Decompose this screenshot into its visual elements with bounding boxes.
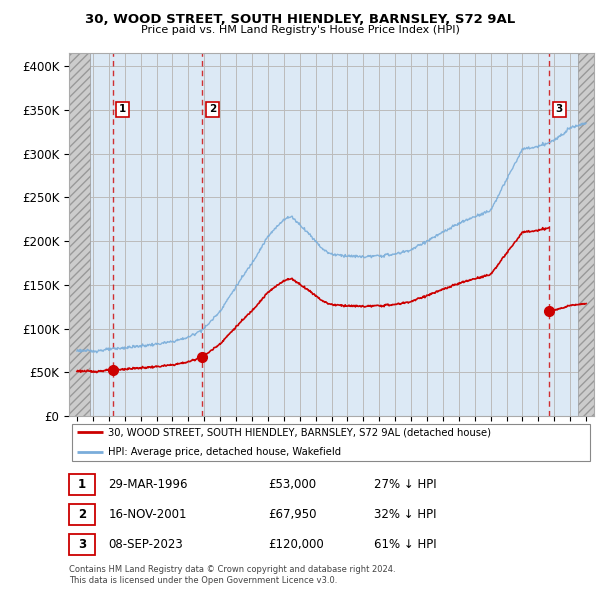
Text: 3: 3 xyxy=(556,104,563,114)
Text: £67,950: £67,950 xyxy=(269,508,317,521)
FancyBboxPatch shape xyxy=(69,474,95,494)
Bar xyxy=(69,53,90,416)
Text: Price paid vs. HM Land Registry's House Price Index (HPI): Price paid vs. HM Land Registry's House … xyxy=(140,25,460,35)
Text: 3: 3 xyxy=(78,538,86,551)
Text: 30, WOOD STREET, SOUTH HIENDLEY, BARNSLEY, S72 9AL: 30, WOOD STREET, SOUTH HIENDLEY, BARNSLE… xyxy=(85,13,515,26)
Bar xyxy=(578,53,594,416)
Text: 30, WOOD STREET, SOUTH HIENDLEY, BARNSLEY, S72 9AL (detached house): 30, WOOD STREET, SOUTH HIENDLEY, BARNSLE… xyxy=(109,427,491,437)
Text: 32% ↓ HPI: 32% ↓ HPI xyxy=(373,508,436,521)
Text: Contains HM Land Registry data © Crown copyright and database right 2024.
This d: Contains HM Land Registry data © Crown c… xyxy=(69,565,395,585)
Text: 61% ↓ HPI: 61% ↓ HPI xyxy=(373,538,436,551)
Text: 2: 2 xyxy=(78,508,86,521)
FancyBboxPatch shape xyxy=(69,535,95,555)
Text: 29-MAR-1996: 29-MAR-1996 xyxy=(109,478,188,491)
Text: HPI: Average price, detached house, Wakefield: HPI: Average price, detached house, Wake… xyxy=(109,447,341,457)
Text: 27% ↓ HPI: 27% ↓ HPI xyxy=(373,478,436,491)
Text: 2: 2 xyxy=(209,104,216,114)
Text: 16-NOV-2001: 16-NOV-2001 xyxy=(109,508,187,521)
FancyBboxPatch shape xyxy=(69,504,95,525)
Text: 08-SEP-2023: 08-SEP-2023 xyxy=(109,538,183,551)
Text: 1: 1 xyxy=(78,478,86,491)
FancyBboxPatch shape xyxy=(71,424,590,461)
Text: £120,000: £120,000 xyxy=(269,538,324,551)
Text: £53,000: £53,000 xyxy=(269,478,317,491)
Text: 1: 1 xyxy=(119,104,126,114)
